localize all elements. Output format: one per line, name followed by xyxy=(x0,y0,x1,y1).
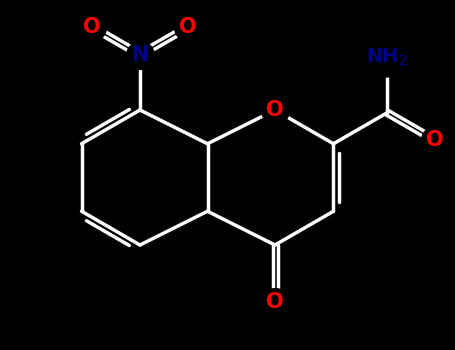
Text: NH$_2$: NH$_2$ xyxy=(366,47,408,68)
Text: O: O xyxy=(426,131,444,150)
Text: O: O xyxy=(266,292,284,312)
Text: O: O xyxy=(83,17,101,37)
Text: N: N xyxy=(131,45,149,65)
Text: O: O xyxy=(179,17,197,37)
Text: O: O xyxy=(266,100,284,120)
